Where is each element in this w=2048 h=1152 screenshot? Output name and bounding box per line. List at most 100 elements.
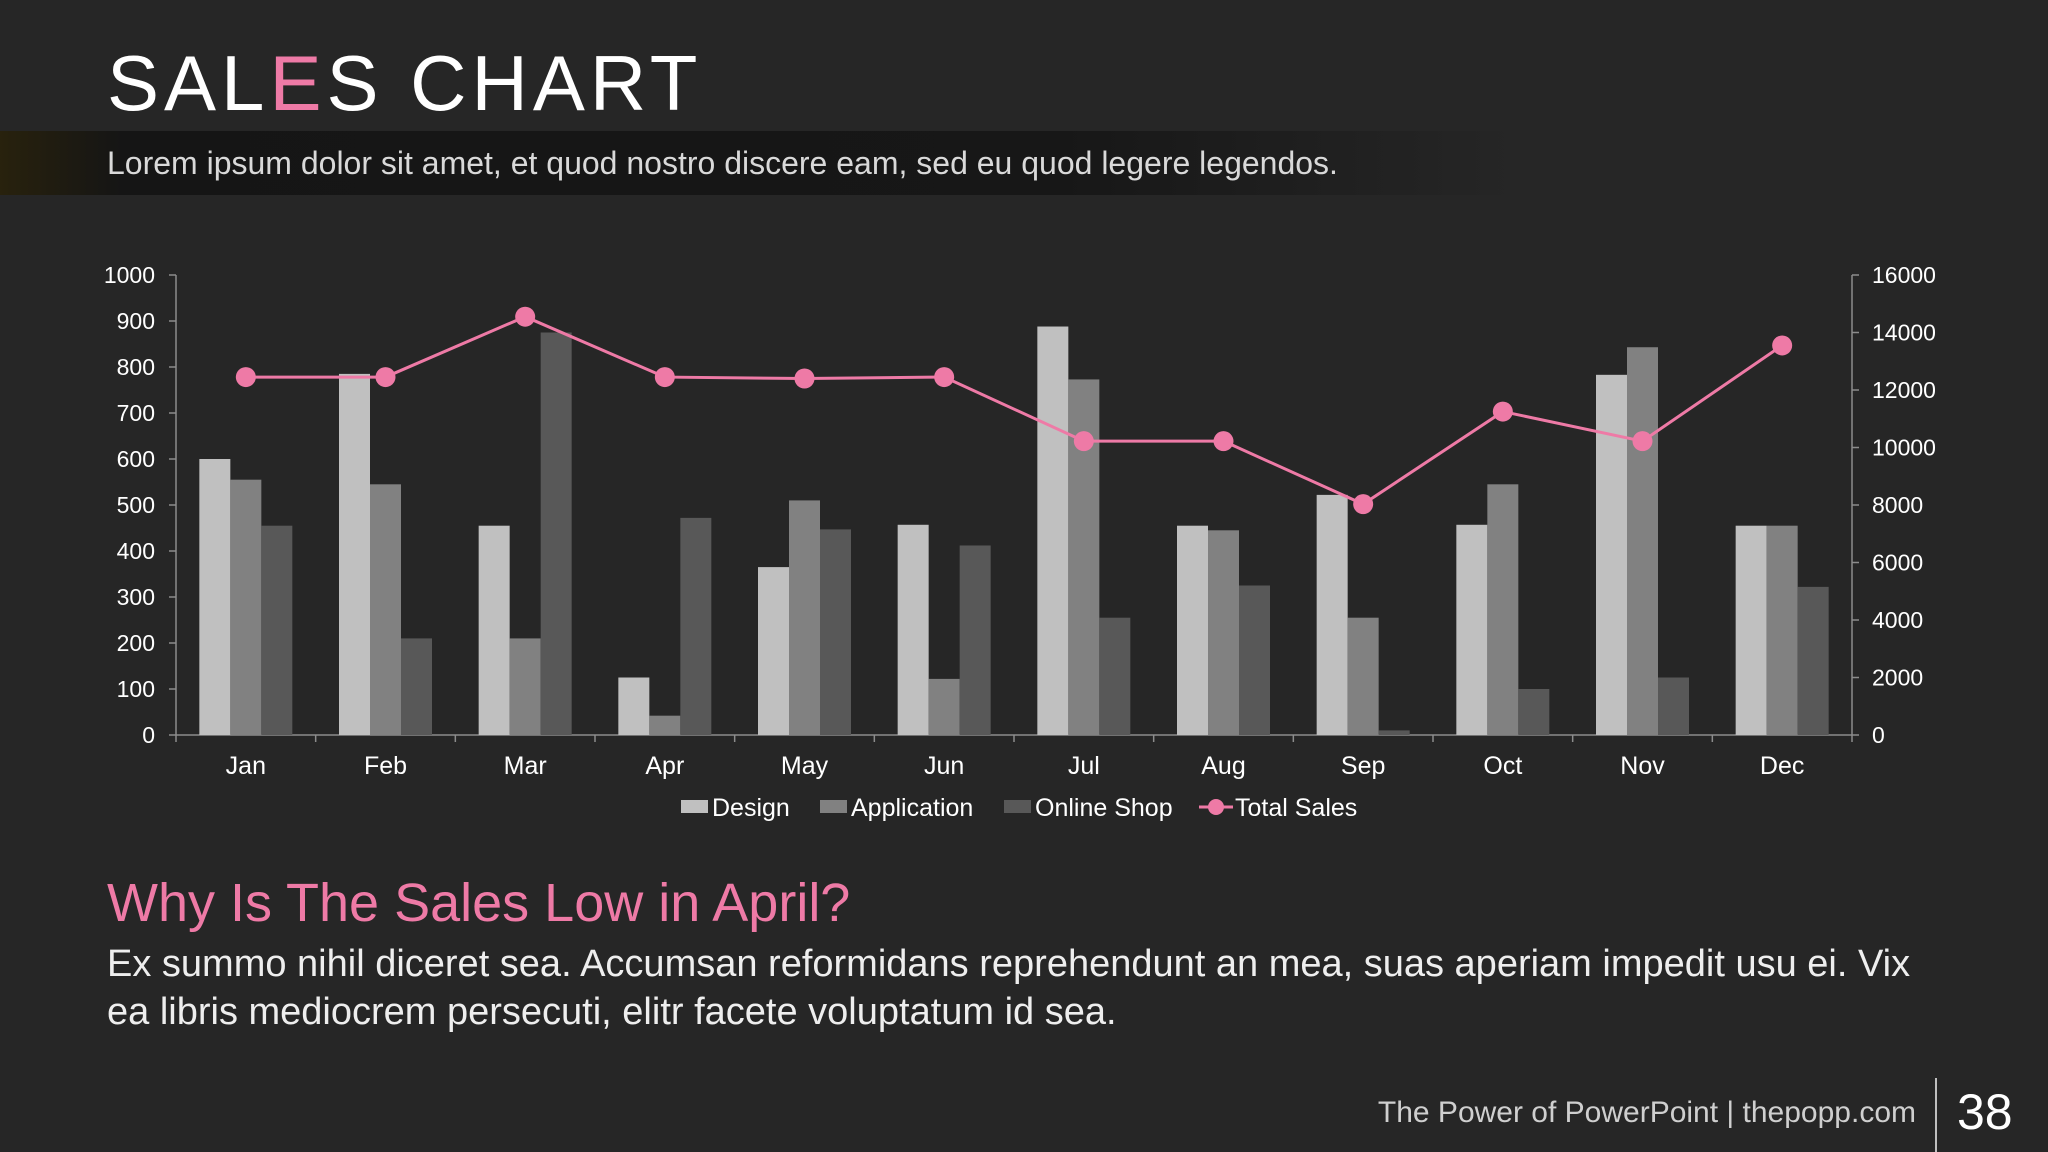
bar-online-shop [959, 545, 991, 735]
title-part-1: SAL [107, 39, 270, 127]
page-number: 38 [1957, 1084, 2013, 1140]
bar-online-shop [1378, 730, 1410, 735]
point-total-sales [375, 367, 396, 388]
bar-online-shop [1797, 586, 1829, 735]
bar-application [1208, 530, 1239, 735]
bar-online-shop [1658, 677, 1689, 735]
body-paragraph: Ex summo nihil diceret sea. Accumsan ref… [107, 943, 1911, 1033]
sales-combo-chart: 0100200300400500600700800900100002000400… [104, 262, 1936, 822]
x-tick-label: Dec [1760, 752, 1804, 780]
y-right-tick-label: 16000 [1872, 262, 1936, 288]
legend-swatch [681, 800, 708, 813]
x-tick-label: Jun [924, 752, 964, 780]
point-total-sales [1772, 335, 1793, 356]
point-total-sales [934, 367, 955, 388]
bar-application [1627, 347, 1658, 735]
y-right-tick-label: 8000 [1872, 492, 1923, 518]
bar-design [1037, 326, 1069, 735]
y-left-tick-label: 400 [117, 538, 155, 564]
y-right-tick-label: 14000 [1872, 320, 1936, 346]
x-tick-label: Jan [226, 752, 266, 780]
y-left-tick-label: 800 [117, 354, 155, 380]
y-right-tick-label: 4000 [1872, 607, 1923, 633]
bar-application [1347, 617, 1379, 735]
title-part-2: S CHART [326, 39, 703, 127]
y-left-tick-label: 900 [117, 308, 155, 334]
point-total-sales [1492, 401, 1513, 422]
bar-application [1766, 525, 1798, 735]
legend-swatch [820, 800, 847, 813]
bar-design [1177, 525, 1208, 735]
x-tick-label: Jul [1068, 752, 1100, 780]
bar-online-shop [401, 638, 432, 735]
bar-online-shop [1239, 585, 1270, 735]
legend-label: Design [712, 794, 790, 822]
bar-application [509, 638, 541, 735]
bar-design [1596, 374, 1627, 735]
bar-application [230, 479, 262, 735]
x-tick-label: Mar [504, 752, 547, 780]
point-total-sales [1213, 431, 1234, 452]
bar-design [897, 524, 929, 735]
y-left-tick-label: 500 [117, 492, 155, 518]
title-accent-letter: E [269, 39, 327, 127]
bar-online-shop [540, 332, 572, 735]
bar-online-shop [1099, 617, 1131, 735]
bar-design [758, 567, 789, 735]
legend-marker [1208, 799, 1224, 815]
y-right-tick-label: 2000 [1872, 665, 1923, 691]
y-left-tick-label: 200 [117, 630, 155, 656]
bar-online-shop [1518, 689, 1550, 735]
x-tick-label: Nov [1620, 752, 1665, 780]
subtitle-band [0, 131, 1520, 195]
legend-label: Online Shop [1035, 794, 1173, 822]
point-total-sales [1073, 431, 1094, 452]
bar-design [339, 373, 370, 735]
y-left-tick-label: 0 [142, 722, 155, 748]
subtitle: Lorem ipsum dolor sit amet, et quod nost… [107, 145, 1338, 181]
x-tick-label: May [781, 752, 829, 780]
y-left-tick-label: 600 [117, 446, 155, 472]
bar-application [928, 678, 960, 735]
bar-application [649, 715, 681, 735]
point-total-sales [1353, 494, 1374, 515]
footer-text: The Power of PowerPoint | thepopp.com [1377, 1096, 1916, 1129]
point-total-sales [235, 367, 256, 388]
legend-swatch [1004, 800, 1031, 813]
point-total-sales [1632, 431, 1653, 452]
y-left-tick-label: 1000 [104, 262, 155, 288]
legend-label: Total Sales [1235, 794, 1357, 822]
bar-design [478, 525, 510, 735]
point-total-sales [654, 367, 675, 388]
bar-application [370, 484, 401, 735]
y-left-tick-label: 100 [117, 676, 155, 702]
bar-design [618, 677, 650, 735]
bar-design [1316, 494, 1348, 735]
bar-design [1456, 524, 1488, 735]
x-tick-label: Aug [1201, 752, 1245, 780]
x-tick-label: Oct [1483, 752, 1522, 780]
y-right-tick-label: 10000 [1872, 435, 1936, 461]
y-right-tick-label: 0 [1872, 722, 1885, 748]
y-left-tick-label: 300 [117, 584, 155, 610]
line-total-sales [245, 315, 1784, 506]
y-right-tick-label: 12000 [1872, 377, 1936, 403]
point-total-sales [794, 368, 815, 389]
y-left-tick-label: 700 [117, 400, 155, 426]
x-tick-label: Sep [1341, 752, 1385, 780]
bar-online-shop [261, 525, 293, 735]
bar-online-shop [820, 529, 851, 735]
footer-divider [1935, 1078, 1937, 1152]
x-tick-label: Feb [364, 752, 407, 780]
bar-design [199, 459, 231, 735]
x-tick-label: Apr [645, 752, 684, 780]
bar-design [1735, 525, 1767, 735]
slide-title: SALES CHART [107, 38, 702, 129]
legend-label: Application [851, 794, 973, 822]
bar-application [789, 500, 820, 735]
bar-application [1487, 484, 1519, 735]
bar-online-shop [680, 517, 712, 735]
question-heading: Why Is The Sales Low in April? [107, 873, 851, 933]
point-total-sales [515, 306, 536, 327]
y-right-tick-label: 6000 [1872, 550, 1923, 576]
